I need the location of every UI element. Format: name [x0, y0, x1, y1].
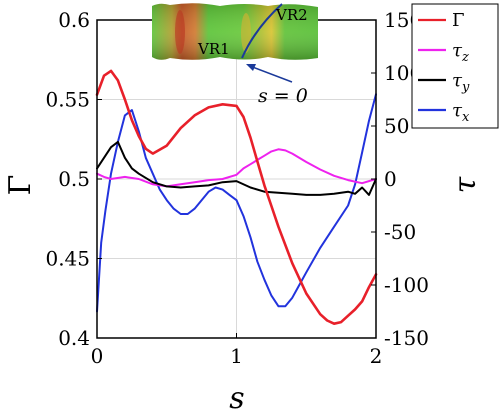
legend-box: [411, 3, 499, 129]
y-right-tick-label: -150: [384, 326, 429, 350]
y-right-tick-label: -100: [384, 273, 429, 297]
y-right-tick-label: -50: [384, 220, 416, 244]
x-tick-label: 1: [230, 344, 243, 368]
arrow-label: s = 0: [258, 85, 308, 107]
y-left-tick-label: 0.6: [58, 8, 90, 32]
label-vr1: VR1: [197, 40, 230, 58]
legend-label: Γ: [452, 10, 465, 31]
legend-label: τz: [452, 40, 469, 65]
series-line-tau-x: [96, 93, 377, 313]
x-axis-title: s: [229, 381, 244, 416]
x-tick-label: 0: [91, 344, 104, 368]
series-line-tau-y: [96, 140, 377, 196]
y-left-tick-label: 0.5: [58, 167, 90, 191]
series-group: [95, 69, 378, 326]
inset-vessel-image: VR1 VR2: [152, 3, 318, 60]
y-left-axis-title: Γ: [3, 175, 38, 196]
label-vr2: VR2: [275, 6, 308, 24]
legend-label: τy: [452, 70, 470, 95]
y-right-axis-title: τ: [448, 176, 483, 193]
centerline-curve: [241, 3, 283, 59]
series-line-gamma: [95, 69, 378, 326]
legend: Γτz τy τx: [411, 3, 499, 129]
y-right-tick-label: 50: [384, 114, 409, 138]
y-left-tick-label: 0.45: [45, 247, 90, 271]
x-tick-label: 2: [370, 344, 383, 368]
legend-label: τx: [452, 100, 470, 125]
s-zero-arrow: [246, 64, 293, 83]
y-right-tick-label: 0: [384, 167, 397, 191]
y-left-tick-label: 0.4: [58, 326, 90, 350]
series-line-tau-z: [96, 148, 377, 188]
y-left-tick-label: 0.55: [45, 88, 90, 112]
